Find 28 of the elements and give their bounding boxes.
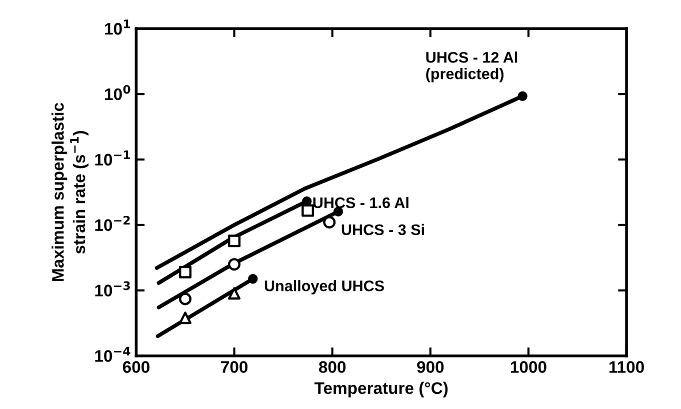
annotation: Unalloyed UHCS bbox=[264, 280, 384, 294]
point bbox=[178, 266, 192, 278]
point bbox=[228, 287, 241, 300]
x-tick-label: 1100 bbox=[609, 361, 644, 373]
y-tick-label: 10$^{0}$ bbox=[105, 84, 130, 100]
annotation: UHCS - 1.6 Al bbox=[313, 196, 408, 208]
point bbox=[323, 216, 336, 228]
x-tick-label: 600 bbox=[122, 361, 150, 373]
x-axis-title: Temperature (°C) bbox=[314, 382, 448, 398]
y-tick-label: 10$^{−2}$ bbox=[95, 216, 130, 232]
y-tick-label: 10$^{−1}$ bbox=[95, 150, 130, 166]
y-axis-title: Maximum superplastic strain rate (s$^{−1}$) bbox=[52, 102, 88, 281]
y-tick-label: 10$^{−3}$ bbox=[95, 281, 130, 296]
point bbox=[178, 292, 192, 306]
point bbox=[228, 258, 241, 271]
y-tick-label: 10$^{1}$ bbox=[105, 20, 130, 35]
y-tick-label: 10$^{−4}$ bbox=[95, 346, 130, 362]
point bbox=[518, 91, 528, 101]
x-tick-label: 700 bbox=[221, 361, 248, 373]
point bbox=[178, 312, 192, 324]
point bbox=[248, 274, 258, 284]
annotation: UHCS - 12 Al (predicted) bbox=[426, 52, 518, 82]
x-tick-label: 900 bbox=[417, 361, 444, 373]
point bbox=[228, 234, 241, 248]
annotation: UHCS - 3 Si bbox=[342, 224, 424, 236]
x-tick-label: 1000 bbox=[510, 361, 546, 373]
point bbox=[302, 204, 314, 217]
x-tick-label: 800 bbox=[318, 361, 346, 373]
